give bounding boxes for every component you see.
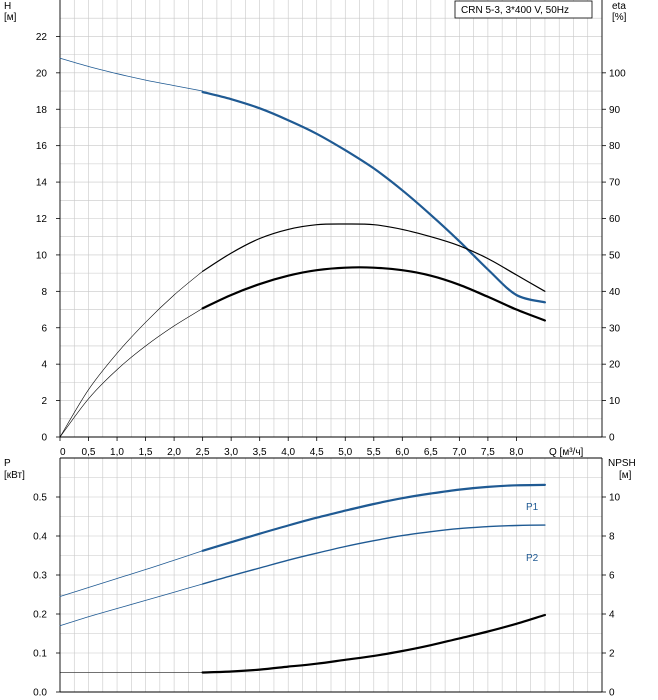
y-right-label-npsh: NPSH: [608, 458, 636, 469]
series-line-p1: [201, 483, 546, 552]
series-label-p1: P1: [526, 502, 539, 513]
y-right-unit-eta: [%]: [612, 12, 627, 23]
x-tick-label: 8,0: [509, 447, 523, 458]
series-line-eta1: [202, 223, 546, 292]
y-left-unit-p: [кВт]: [4, 470, 25, 481]
y-right-tick-label: 10: [609, 396, 621, 407]
y-left-tick-label: 0.5: [33, 493, 47, 504]
title-box-text: CRN 5-3, 3*400 V, 50Hz: [461, 5, 569, 16]
y-left-tick-label: 8: [41, 287, 47, 298]
y-right-tick-label: 20: [609, 360, 621, 371]
y-right-tick-label: 4: [609, 610, 615, 621]
y-right-tick-label: 8: [609, 532, 615, 543]
x-tick-label: 6,0: [395, 447, 409, 458]
series-line-npsh: [201, 613, 546, 674]
y-left-tick-label: 16: [36, 141, 48, 152]
y-right-tick-label: 10: [609, 493, 621, 504]
y-right-tick-label: 30: [609, 323, 621, 334]
series-label-p2: P2: [526, 553, 539, 564]
y-right-tick-label: 70: [609, 178, 621, 189]
y-right-tick-label: 0: [609, 688, 615, 699]
series-line-eta1: [59, 271, 203, 438]
x-tick-label: 3,0: [224, 447, 238, 458]
y-right-unit-npsh: [м]: [619, 470, 632, 481]
x-tick-label: 4,5: [310, 447, 324, 458]
y-left-tick-label: 0.0: [33, 688, 47, 699]
y-left-unit-h: [м]: [4, 12, 17, 23]
x-tick-label: 7,0: [452, 447, 466, 458]
x-tick-label: 0: [60, 447, 66, 458]
y-right-tick-label: 90: [609, 105, 621, 116]
x-tick-label: 2,5: [196, 447, 210, 458]
y-left-tick-label: 0.1: [33, 649, 47, 660]
title-box: [454, 0, 593, 19]
y-left-tick-label: 0.2: [33, 610, 47, 621]
x-tick-label: 5,0: [338, 447, 352, 458]
series-line-h: [59, 57, 203, 92]
series-line-eta2: [59, 308, 203, 438]
y-right-tick-label: 0: [609, 433, 615, 444]
y-right-tick-label: 50: [609, 250, 621, 261]
y-right-tick-label: 6: [609, 571, 615, 582]
x-tick-label: 5,5: [367, 447, 381, 458]
y-right-tick-label: 100: [609, 68, 626, 79]
y-right-tick-label: 40: [609, 287, 621, 298]
x-tick-label: 4,0: [281, 447, 295, 458]
y-left-tick-label: 12: [36, 214, 48, 225]
y-left-tick-label: 2: [41, 396, 47, 407]
y-left-tick-label: 20: [36, 68, 48, 79]
y-left-tick-label: 6: [41, 323, 47, 334]
series-line-p2: [201, 524, 546, 585]
x-tick-label: 6,5: [424, 447, 438, 458]
y-left-tick-label: 14: [36, 178, 48, 189]
y-left-tick-label: 0.3: [33, 571, 47, 582]
y-left-label-p: P: [4, 458, 11, 469]
y-right-tick-label: 80: [609, 141, 621, 152]
series-line-p2: [59, 583, 203, 627]
x-tick-label: 1,5: [139, 447, 153, 458]
y-left-tick-label: 22: [36, 32, 48, 43]
series-line-p1: [59, 550, 203, 597]
x-tick-label: 7,5: [481, 447, 495, 458]
x-axis-label-q: Q [м³/ч]: [549, 447, 584, 458]
series-line-h: [201, 90, 546, 304]
series-line-eta2: [201, 266, 546, 322]
y-right-tick-label: 2: [609, 649, 615, 660]
y-left-label-h: H: [4, 1, 11, 12]
x-tick-label: 1,0: [110, 447, 124, 458]
y-left-tick-label: 4: [41, 360, 47, 371]
y-right-tick-label: 60: [609, 214, 621, 225]
y-left-tick-label: 10: [36, 250, 48, 261]
y-left-tick-label: 0: [41, 433, 47, 444]
x-tick-label: 3,5: [253, 447, 267, 458]
y-right-label-eta: eta: [612, 1, 626, 12]
x-tick-label: 0,5: [82, 447, 96, 458]
x-tick-label: 2,0: [167, 447, 181, 458]
y-left-tick-label: 0.4: [33, 532, 47, 543]
y-left-tick-label: 18: [36, 105, 48, 116]
